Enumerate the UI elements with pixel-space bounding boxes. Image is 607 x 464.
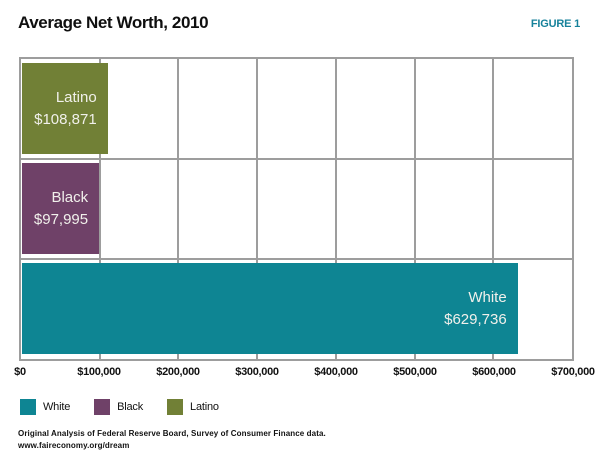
gridline-vertical [492,59,495,359]
bar-value-label: $97,995 [33,210,89,228]
bar-label: Latino $108,871 [34,87,108,131]
gridline-vertical [334,59,337,359]
source-line-1: Original Analysis of Federal Reserve Boa… [18,429,326,438]
chart-title: Average Net Worth, 2010 [18,13,209,32]
x-axis: $0 $100,000 $200,000 $300,000 $400,000 $500,0… [0,366,607,382]
bar-white: White $629,736 [22,263,518,354]
x-tick-label: $200,000 [156,366,200,378]
x-tick-label: $0 [14,366,26,378]
legend: White Black Latino [20,399,219,415]
legend-item-black: Black [94,399,143,415]
bar-latino: Latino $108,871 [22,63,108,154]
x-tick-label: $400,000 [314,366,358,378]
bar-value-label: $629,736 [444,310,507,328]
x-tick-label: $500,000 [393,366,437,378]
bar-black: Black $97,995 [22,163,100,254]
legend-label: White [43,401,71,413]
bar-category-label: Latino [55,88,97,106]
x-tick-label: $300,000 [235,366,279,378]
gridline-vertical [177,59,180,359]
plot-area: Latino $108,871 Black $97,995 White $629,736 [19,57,574,361]
source-line-2: www.faireconomy.org/dream [18,441,130,450]
x-tick-label: $100,000 [77,366,121,378]
gridline-vertical [256,59,259,359]
x-tick-label: $700,000 [551,366,595,378]
legend-item-latino: Latino [167,399,219,415]
legend-swatch-latino [167,399,184,415]
gridline-vertical [413,59,416,359]
bar-category-label: Black [51,188,89,206]
figure-number-label: FIGURE 1 [530,18,580,30]
bar-label: White $629,736 [444,287,518,331]
legend-swatch-black [94,399,111,415]
gridline-horizontal [21,258,572,260]
bar-category-label: White [468,288,507,306]
gridline-horizontal [21,158,572,160]
source-note: Original Analysis of Federal Reserve Boa… [18,428,326,452]
x-tick-label: $600,000 [472,366,516,378]
legend-label: Latino [190,401,219,413]
legend-swatch-white [20,399,36,415]
gridline-vertical [98,59,101,359]
bar-value-label: $108,871 [34,110,97,128]
legend-label: Black [117,401,144,413]
legend-item-white: White [20,399,70,415]
bar-label: Black $97,995 [34,187,99,231]
